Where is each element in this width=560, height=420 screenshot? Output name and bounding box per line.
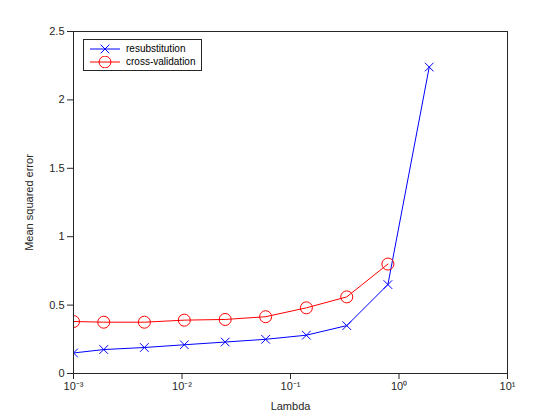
html-text:cross-validation: cross-validation <box>126 56 196 67</box>
svg-text:0.5: 0.5 <box>49 299 64 311</box>
svg-text:1.5: 1.5 <box>49 162 64 174</box>
svg-text:2.5: 2.5 <box>49 25 64 37</box>
svg-text:10⁻¹: 10⁻¹ <box>281 380 301 392</box>
svg-text:0: 0 <box>58 367 64 379</box>
svg-text:10⁰: 10⁰ <box>391 380 407 392</box>
svg-text:2: 2 <box>58 93 64 105</box>
html-text:resubstitution: resubstitution <box>126 43 186 54</box>
svg-text:Lambda: Lambda <box>271 400 312 412</box>
svg-text:Mean squared error: Mean squared error <box>23 154 35 251</box>
svg-text:10¹: 10¹ <box>500 380 516 392</box>
svg-text:10⁻²: 10⁻² <box>172 380 192 392</box>
svg-text:10⁻³: 10⁻³ <box>64 380 84 392</box>
svg-text:1: 1 <box>58 230 64 242</box>
